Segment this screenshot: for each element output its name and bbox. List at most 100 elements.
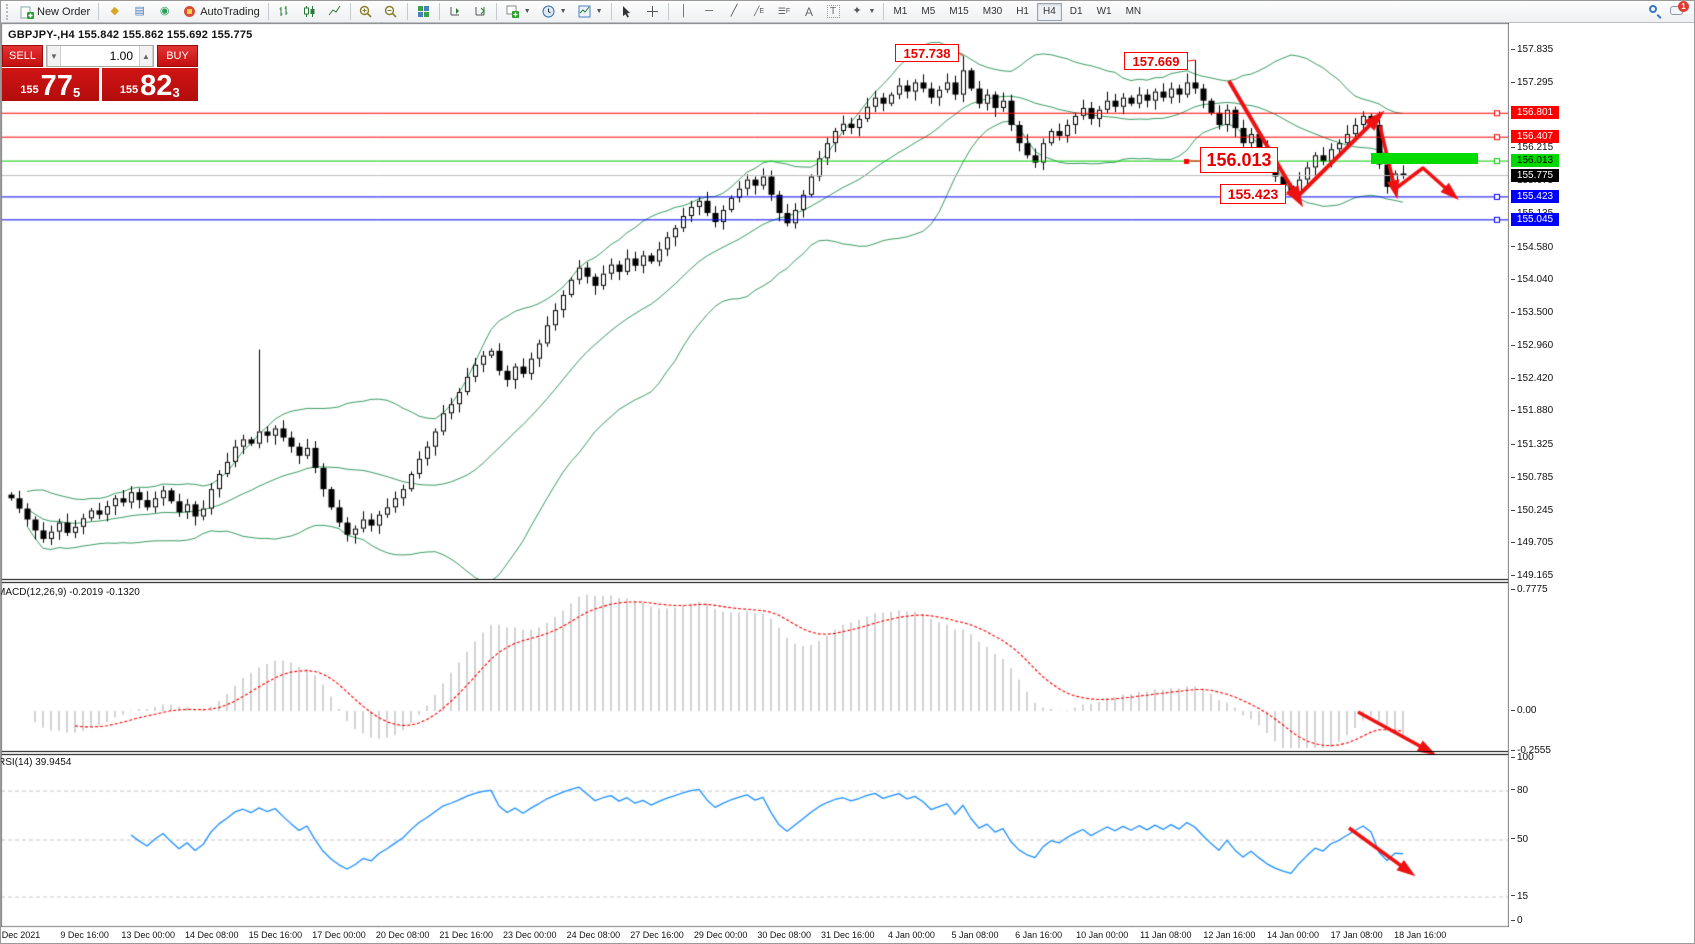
dropdown-arrow-icon: ▼	[595, 8, 603, 15]
tile-windows-icon	[416, 4, 431, 19]
market-watch-button[interactable]: ◆	[102, 2, 127, 21]
price-line-badge: 155.423	[1511, 189, 1559, 203]
timeframe-m15-button[interactable]: M15	[949, 6, 969, 17]
candlestick-chart-icon	[302, 4, 317, 19]
gold-pouch-icon: ◆	[110, 5, 119, 17]
buy-button[interactable]: BUY	[157, 45, 198, 67]
line-chart-icon	[327, 4, 342, 19]
timeframe-m30-button[interactable]: M30	[982, 6, 1003, 17]
volume-value[interactable]: 1.00	[109, 49, 133, 63]
templates-button[interactable]: ▼	[572, 2, 608, 21]
sell-button[interactable]: SELL	[2, 45, 43, 67]
channel-button[interactable]: ╱ E	[747, 2, 772, 21]
fibonacci-button[interactable]: ☰ F	[772, 2, 797, 21]
fibonacci-icon: ☰ F	[777, 6, 791, 16]
annotation-low-155-423[interactable]: 155.423	[1220, 184, 1286, 204]
signals-button[interactable]: ◉	[152, 2, 177, 21]
chat-icon[interactable]: 1	[1670, 1, 1689, 18]
date-tick-label: 31 Dec 16:00	[821, 930, 875, 940]
price-tick-label: 157.295	[1511, 77, 1553, 88]
date-tick-label: 12 Jan 16:00	[1203, 930, 1256, 940]
crosshair-icon	[645, 4, 660, 19]
bar-chart-button[interactable]	[272, 2, 297, 21]
price-tick-label: 156.215	[1511, 142, 1553, 153]
price-line-badge: 156.407	[1511, 130, 1559, 144]
date-tick-label: 27 Dec 16:00	[630, 930, 684, 940]
new-order-button[interactable]: New Order	[14, 2, 95, 21]
macd-tick-label: 0.00	[1511, 705, 1536, 716]
timeframe-w1-button[interactable]: W1	[1096, 6, 1112, 17]
timeframe-m5-button[interactable]: M5	[921, 6, 936, 17]
date-tick-label: 23 Dec 00:00	[503, 930, 557, 940]
trendline-button[interactable]: ╱	[722, 2, 747, 21]
price-tick-label: 151.880	[1511, 405, 1553, 416]
vertical-line-button[interactable]: │	[672, 2, 697, 21]
toolbar-grip[interactable]	[6, 3, 11, 20]
date-tick-label: 24 Dec 08:00	[566, 930, 621, 940]
macd-label: MACD(12,26,9) -0.2019 -0.1320	[0, 587, 140, 598]
volume-decrease-button[interactable]: ▼	[47, 46, 61, 66]
arrows-button[interactable]: ✦ ▼	[845, 2, 881, 21]
price-tick-label: 150.245	[1511, 505, 1553, 516]
chart-canvas[interactable]	[1, 23, 1509, 928]
autotrading-label: AutoTrading	[200, 5, 260, 18]
auto-scroll-button[interactable]	[443, 2, 468, 21]
volume-stepper: ▼ 1.00 ▲	[46, 45, 154, 67]
price-line-badge: 156.801	[1511, 106, 1559, 120]
annotation-high-157-738[interactable]: 157.738	[895, 44, 959, 62]
annotation-level-156-013[interactable]: 156.013	[1200, 147, 1278, 173]
price-tick-label: 151.325	[1511, 439, 1553, 450]
price-tick-label: 152.420	[1511, 373, 1553, 384]
date-tick-label: 20 Dec 08:00	[375, 930, 430, 940]
annotation-high-157-669[interactable]: 157.669	[1124, 52, 1188, 70]
green-rectangle-annotation[interactable]	[1371, 153, 1478, 164]
date-tick-label: 13 Dec 00:00	[121, 930, 175, 940]
rsi-tick-label: 15	[1511, 891, 1528, 902]
timeframe-mn-button[interactable]: MN	[1125, 6, 1142, 17]
dropdown-arrow-icon: ▼	[868, 8, 876, 15]
volume-increase-button[interactable]: ▲	[139, 46, 153, 66]
chart-shift-button[interactable]	[468, 2, 493, 21]
timeframe-h4-button[interactable]: H4	[1036, 2, 1062, 21]
candlestick-chart-button[interactable]	[297, 2, 322, 21]
line-chart-button[interactable]	[322, 2, 347, 21]
crosshair-button[interactable]	[640, 2, 665, 21]
trendline-icon: ╱	[730, 5, 738, 17]
buy-price-quote[interactable]: 155 82 3	[101, 68, 198, 101]
new-chart-icon	[505, 4, 520, 19]
ohlc-info: GBPJPY-,H4 155.842 155.862 155.692 155.7…	[8, 29, 253, 41]
zoom-in-button[interactable]	[354, 2, 379, 21]
text-label-button[interactable]: T	[822, 2, 845, 21]
period-button[interactable]: ▼	[536, 2, 572, 21]
timeframe-d1-button[interactable]: D1	[1069, 6, 1083, 17]
search-icon[interactable]	[1649, 5, 1662, 19]
zoom-out-button[interactable]	[379, 2, 404, 21]
price-tick-label: 150.785	[1511, 472, 1553, 483]
date-tick-label: 14 Dec 08:00	[185, 930, 239, 940]
printer-icon: ▤	[134, 5, 145, 17]
timeframe-h1-button[interactable]: H1	[1016, 6, 1029, 17]
tile-windows-button[interactable]	[411, 2, 436, 21]
text-button[interactable]: A	[797, 2, 822, 21]
timeframe-toolbar: M1 M5 M15 M30 H1 H4 D1 W1 MN	[887, 2, 1147, 21]
date-tick-label: 29 Dec 00:00	[693, 930, 748, 940]
print-button[interactable]: ▤	[127, 2, 152, 21]
sell-price-quote[interactable]: 155 77 5	[2, 68, 99, 101]
rsi-tick-label: 50	[1511, 834, 1528, 845]
price-tick-label: 154.580	[1511, 242, 1553, 253]
arrows-icon: ✦	[852, 5, 862, 17]
date-tick-label: 6 Jan 16:00	[1015, 930, 1063, 940]
autotrading-button[interactable]: AutoTrading	[177, 2, 265, 21]
date-tick-label: 11 Jan 08:00	[1140, 930, 1192, 940]
toolbar-separator	[883, 3, 885, 20]
price-tick-label: 154.040	[1511, 274, 1553, 285]
cursor-button[interactable]	[615, 2, 640, 21]
timeframe-m1-button[interactable]: M1	[893, 6, 908, 17]
horizontal-line-button[interactable]: ─	[697, 2, 722, 21]
zoom-out-icon	[384, 4, 399, 19]
toolbar-separator	[667, 3, 669, 20]
buy-price-prefix: 155	[119, 84, 139, 96]
new-chart-button[interactable]: ▼	[500, 2, 536, 21]
date-tick-label: 4 Jan 00:00	[887, 930, 935, 940]
